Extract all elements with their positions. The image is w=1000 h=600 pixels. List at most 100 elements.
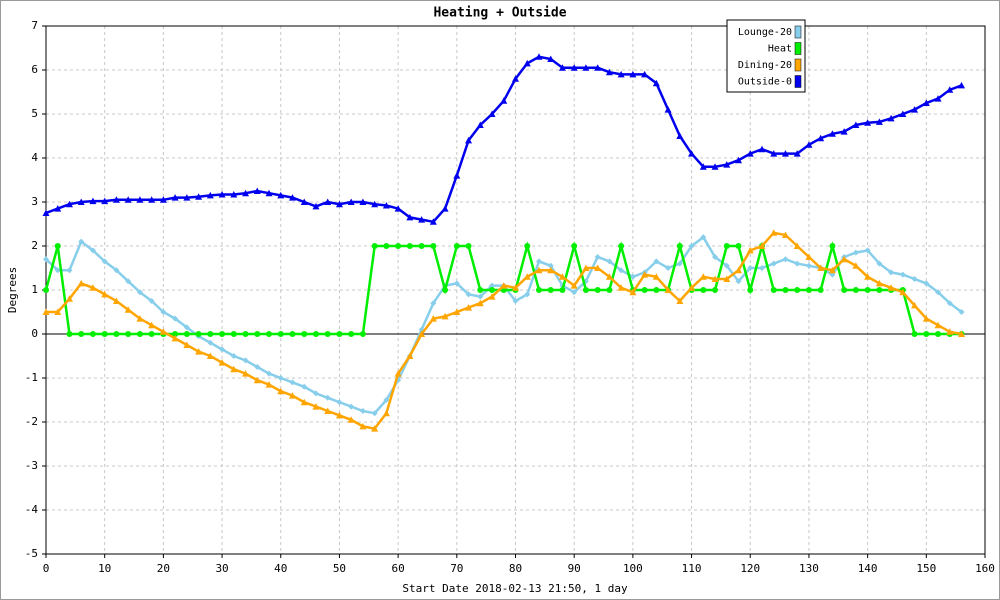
y-tick-label: 0 — [31, 327, 38, 340]
point — [805, 141, 813, 148]
x-axis-label: Start Date 2018-02-13 21:50, 1 day — [402, 582, 628, 595]
point — [512, 284, 519, 291]
point — [524, 243, 531, 249]
y-tick-label: -5 — [25, 547, 38, 560]
point — [124, 196, 132, 203]
x-tick-label: 40 — [274, 562, 287, 575]
point — [266, 370, 273, 377]
point — [699, 273, 707, 280]
point — [911, 331, 918, 337]
x-tick-label: 60 — [392, 562, 405, 575]
point — [735, 266, 743, 274]
point — [230, 331, 237, 337]
point — [394, 370, 402, 377]
point — [465, 304, 473, 311]
point — [89, 331, 96, 337]
x-tick-label: 120 — [740, 562, 760, 575]
point — [840, 128, 848, 135]
point — [65, 200, 73, 208]
point — [359, 331, 366, 337]
x-tick-label: 0 — [43, 562, 50, 575]
point — [336, 399, 343, 406]
point — [359, 422, 367, 430]
point — [113, 267, 120, 274]
point — [312, 202, 320, 210]
point — [253, 376, 261, 384]
point — [430, 300, 437, 307]
point — [758, 265, 765, 271]
point — [770, 287, 777, 293]
point — [77, 279, 85, 287]
point — [652, 79, 660, 87]
point — [652, 273, 660, 280]
point — [828, 266, 836, 274]
point — [242, 357, 249, 364]
point — [840, 255, 848, 263]
point — [794, 260, 801, 267]
point — [312, 390, 319, 397]
point — [207, 339, 214, 346]
point — [136, 196, 144, 203]
point — [101, 290, 109, 298]
point — [172, 331, 179, 337]
point — [195, 331, 202, 337]
point — [288, 194, 296, 201]
point — [112, 297, 120, 304]
point — [665, 265, 672, 271]
point — [641, 70, 649, 78]
y-tick-label: -4 — [25, 503, 39, 516]
point — [148, 196, 156, 203]
point — [242, 189, 250, 197]
point — [477, 287, 484, 293]
point — [406, 352, 414, 359]
point — [629, 70, 637, 78]
point — [266, 331, 273, 337]
point — [489, 282, 496, 289]
point — [641, 287, 648, 293]
point — [406, 213, 414, 221]
y-tick-label: 2 — [31, 239, 38, 252]
point — [78, 238, 85, 245]
point — [723, 262, 730, 269]
point — [805, 253, 813, 260]
point — [606, 258, 613, 265]
point — [781, 231, 789, 238]
point — [817, 134, 825, 142]
point — [558, 273, 566, 280]
point — [958, 309, 965, 315]
point — [923, 280, 930, 287]
point — [641, 271, 649, 278]
point — [629, 288, 637, 296]
point — [605, 68, 613, 76]
point — [876, 260, 883, 267]
y-tick-label: 7 — [31, 19, 38, 32]
point — [89, 247, 96, 254]
point — [406, 243, 413, 249]
point — [300, 398, 308, 406]
point — [618, 267, 625, 274]
point — [183, 194, 191, 201]
point — [54, 308, 62, 315]
point — [148, 321, 156, 329]
point — [89, 197, 97, 205]
point — [746, 150, 754, 157]
x-tick-label: 30 — [215, 562, 228, 575]
point — [911, 301, 919, 309]
y-tick-label: 4 — [31, 151, 38, 164]
point — [852, 121, 860, 128]
point — [794, 287, 801, 293]
legend-swatch — [794, 25, 802, 39]
point — [254, 364, 261, 370]
point — [887, 284, 895, 291]
point — [78, 331, 85, 337]
point — [265, 381, 273, 388]
point — [429, 218, 437, 225]
point — [700, 234, 707, 241]
point — [43, 287, 49, 293]
point — [347, 198, 355, 205]
point — [770, 150, 778, 157]
point — [535, 287, 542, 293]
point — [277, 331, 284, 337]
point — [582, 64, 590, 71]
point — [383, 397, 390, 403]
